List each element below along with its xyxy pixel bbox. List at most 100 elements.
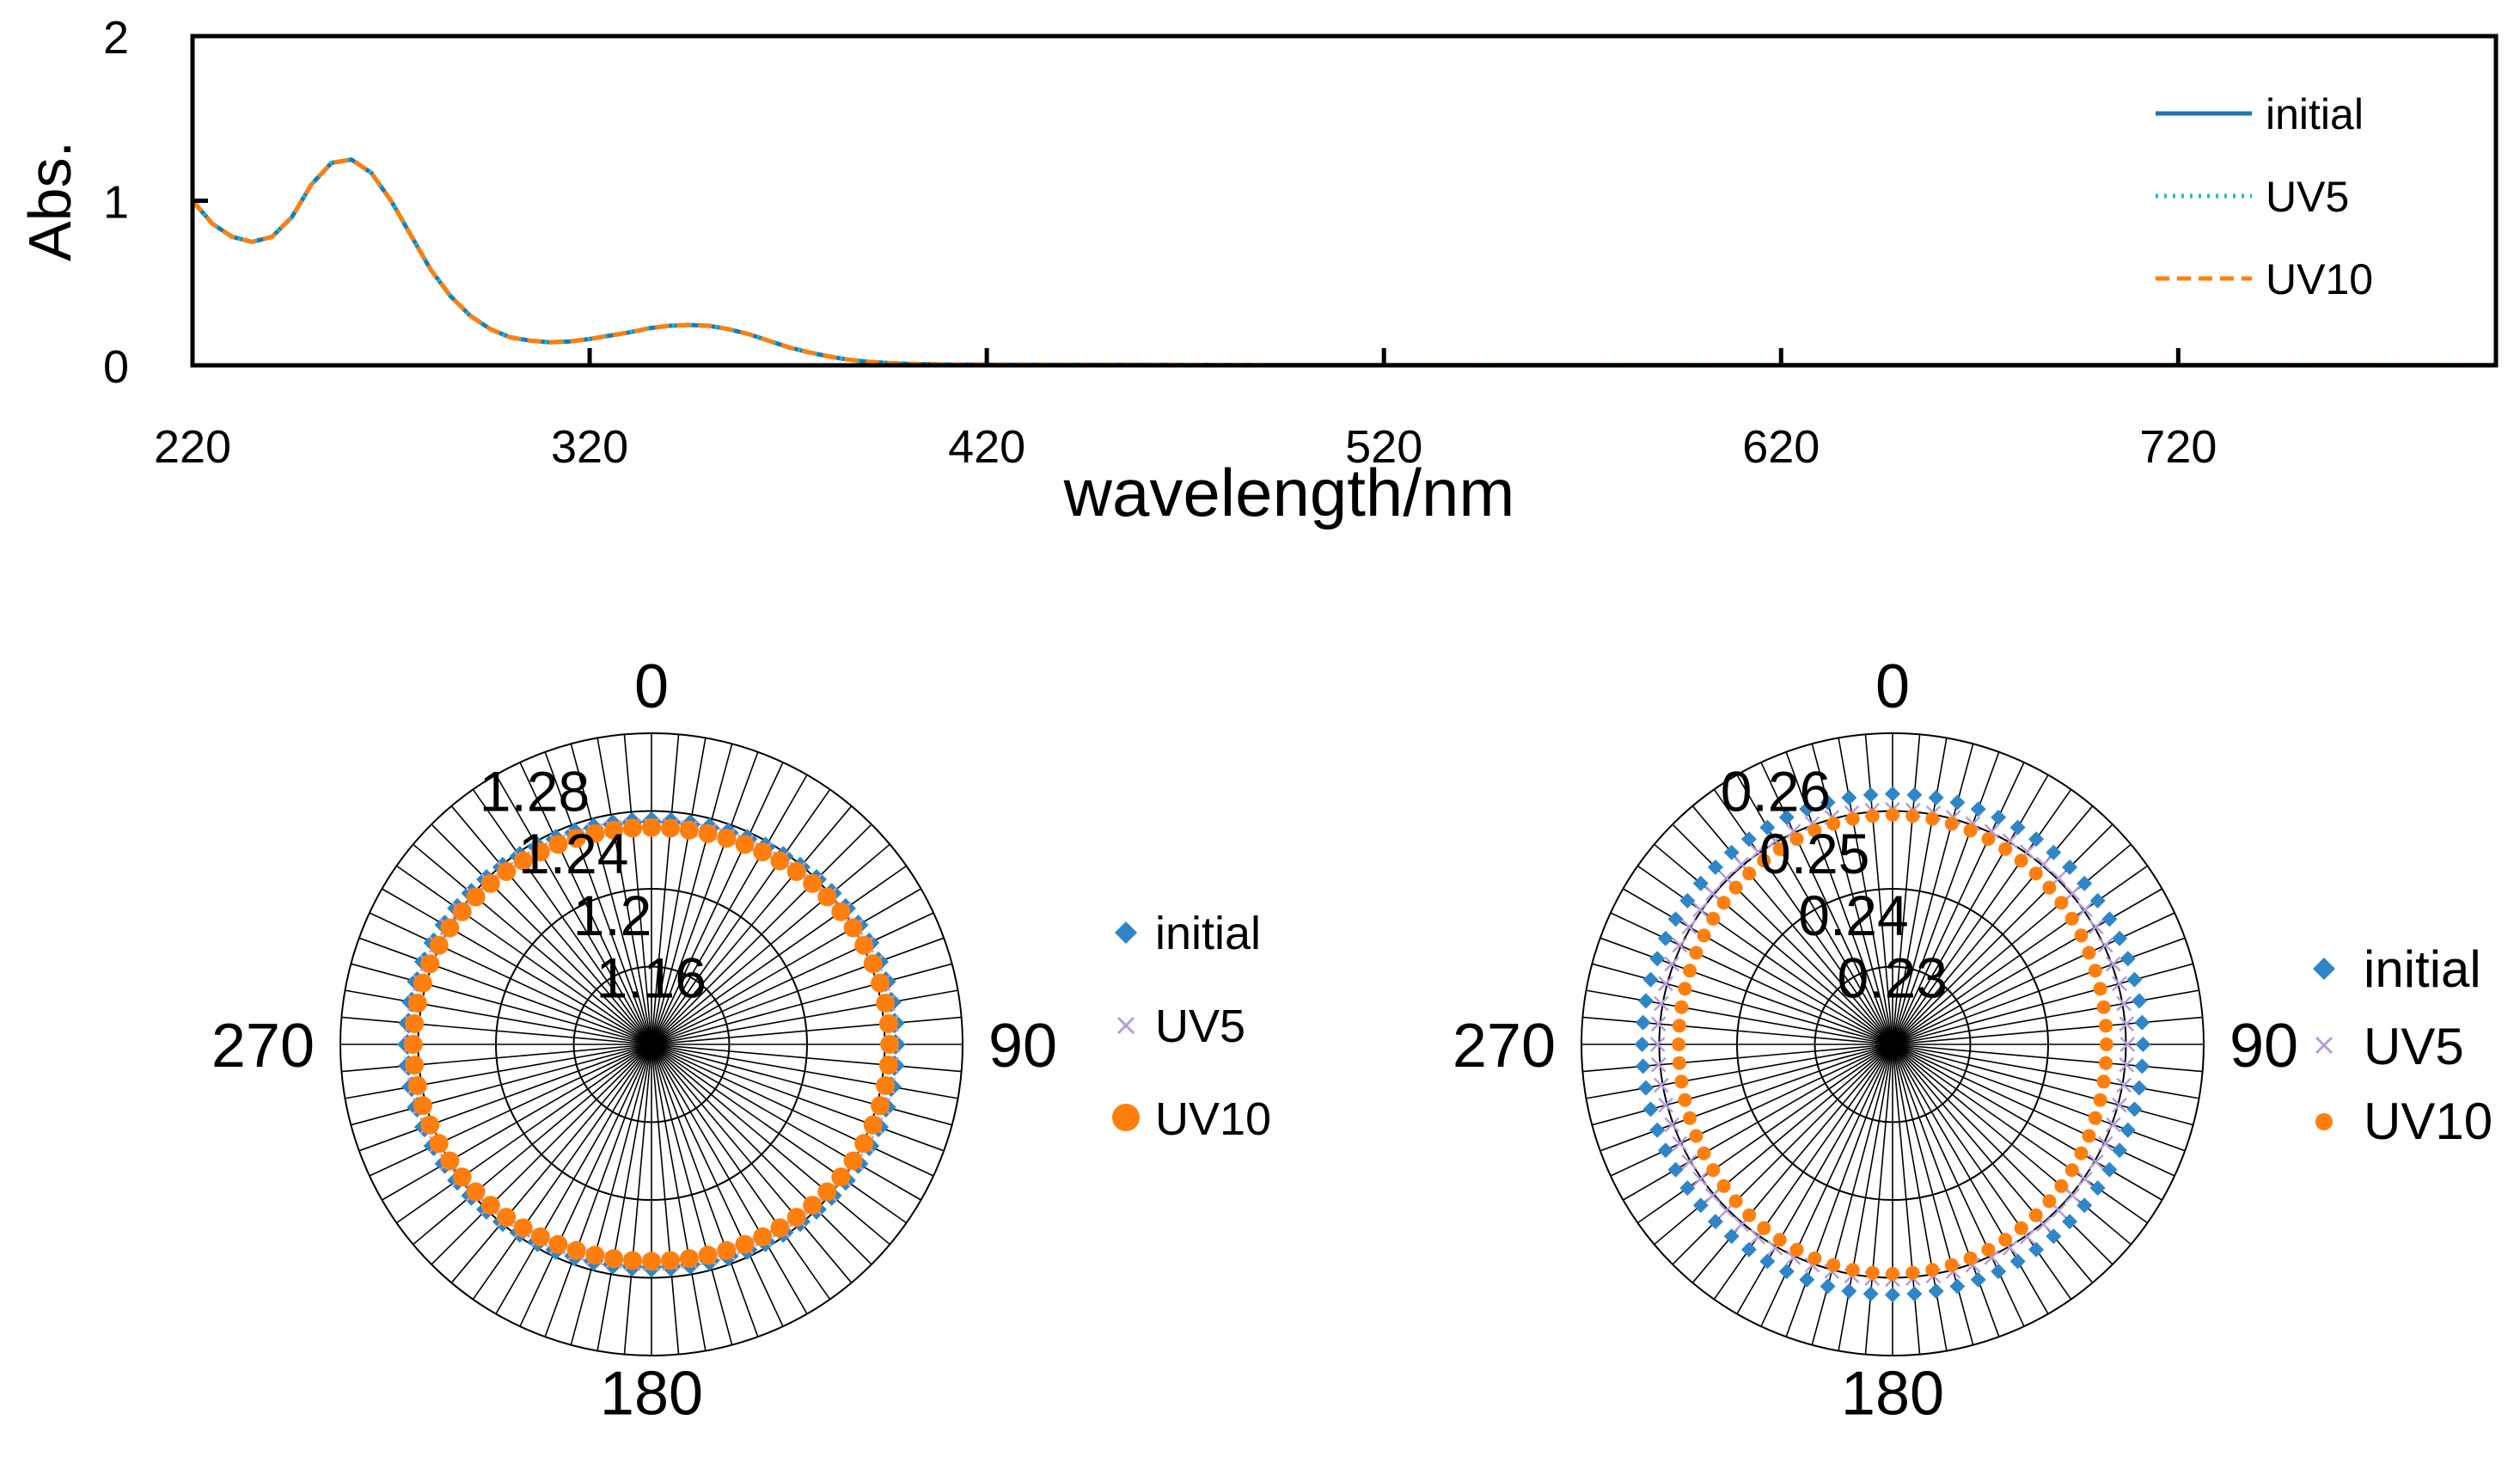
legend-marker-initial [1115, 921, 1137, 944]
point-initial [1862, 787, 1879, 803]
point-uv10 [1865, 809, 1880, 823]
point-uv10 [1672, 1056, 1686, 1070]
point-uv10 [480, 873, 500, 893]
point-initial [1638, 993, 1654, 1009]
point-uv10 [420, 954, 440, 974]
point-initial [2132, 1080, 2147, 1096]
point-uv5 [1653, 995, 1669, 1012]
point-uv10 [420, 1115, 440, 1135]
point-uv5 [1704, 1187, 1721, 1203]
point-uv10 [452, 1167, 472, 1187]
point-uv10 [1683, 964, 1697, 978]
point-initial [1634, 1037, 1650, 1052]
point-uv10 [413, 1096, 432, 1116]
point-initial [1970, 801, 1986, 817]
legend-label-uv10: UV10 [2364, 1093, 2492, 1150]
point-uv5 [2112, 976, 2127, 992]
point-uv10 [2096, 1074, 2111, 1089]
point-initial [2132, 993, 2147, 1009]
point-initial [2126, 1101, 2143, 1117]
point-uv10 [1886, 808, 1899, 822]
point-uv5 [1681, 1154, 1697, 1170]
point-initial [1991, 809, 2007, 825]
point-uv10 [831, 902, 851, 921]
point-uv10 [1674, 1074, 1689, 1089]
point-initial [1862, 1286, 1879, 1302]
point-uv5 [2119, 1016, 2135, 1032]
point-uv10 [878, 1056, 898, 1075]
angle-label-0: 0 [1875, 652, 1910, 721]
point-uv10 [1981, 832, 1996, 846]
legend-label-initial: initial [2266, 90, 2364, 138]
polar-2-labels: 0.230.240.250.26 0 90 180 270 [1453, 652, 2298, 1428]
point-uv5 [2064, 1187, 2081, 1203]
x-axis-label: wavelength/nm [1063, 455, 1515, 530]
legend-label-uv5: UV5 [1155, 1001, 1245, 1052]
point-initial [1759, 1253, 1776, 1270]
point-uv10 [1826, 1258, 1841, 1272]
legend-marker-uv5 [2315, 1036, 2333, 1055]
point-uv10 [466, 887, 486, 907]
point-uv10 [1706, 1163, 1721, 1178]
point-uv5 [2112, 1097, 2127, 1113]
point-uv10 [497, 861, 517, 881]
point-uv5 [1681, 919, 1697, 935]
point-uv10 [585, 823, 605, 843]
point-uv5 [2119, 1056, 2135, 1073]
point-uv5 [2088, 919, 2104, 935]
point-uv10 [2028, 866, 2043, 881]
angle-label-270: 270 [211, 1012, 315, 1080]
point-uv10 [548, 835, 568, 854]
point-initial [2101, 1161, 2118, 1178]
point-uv10 [585, 1246, 605, 1265]
point-uv10 [2042, 1194, 2057, 1209]
angle-label-270: 270 [1453, 1012, 1556, 1080]
legend-marker-uv10 [1112, 1104, 1140, 1131]
point-uv5 [2097, 937, 2113, 953]
point-uv10 [2054, 1178, 2069, 1193]
point-initial [1885, 786, 1900, 802]
point-uv10 [2064, 911, 2079, 926]
angle-label-90: 90 [988, 1012, 1057, 1080]
x-tick-label: 720 [2139, 421, 2217, 473]
point-uv10 [452, 902, 472, 921]
point-uv10 [817, 1182, 837, 1202]
point-uv10 [1807, 823, 1822, 838]
point-uv10 [440, 1151, 460, 1171]
polar-ring [1736, 888, 2049, 1201]
legend-marker-uv5 [1116, 1016, 1135, 1035]
point-initial [2009, 1253, 2026, 1270]
point-uv10 [1925, 811, 1940, 826]
point-uv10 [403, 1035, 423, 1054]
point-initial [2112, 930, 2128, 946]
point-uv10 [405, 1056, 425, 1075]
point-uv10 [786, 1208, 806, 1227]
point-uv10 [2082, 946, 2096, 960]
point-uv10 [1697, 1146, 1711, 1160]
point-uv10 [770, 851, 790, 871]
point-uv10 [566, 1240, 586, 1260]
point-uv10 [2074, 928, 2089, 943]
point-uv10 [429, 935, 449, 955]
point-initial [1759, 819, 1776, 836]
x-tick-label: 320 [551, 421, 628, 473]
point-uv10 [661, 1251, 680, 1270]
series-line-uv5 [191, 156, 2496, 368]
point-uv10 [1674, 1000, 1689, 1014]
point-initial [1692, 1197, 1709, 1214]
point-initial [1667, 1161, 1684, 1178]
point-uv10 [876, 994, 896, 1013]
absorbance-tick-group: 220 320 420 520 620 720 0 1 2 [103, 12, 2217, 473]
point-initial [1679, 1180, 1696, 1197]
point-initial [1841, 790, 1857, 805]
point-initial [2112, 1142, 2128, 1159]
point-initial [1799, 1271, 1815, 1288]
point-uv10 [513, 1218, 533, 1238]
point-uv5 [2097, 1136, 2113, 1152]
radial-tick-label: 0.25 [1759, 822, 1869, 885]
point-uv10 [466, 1182, 486, 1202]
point-initial [1778, 809, 1795, 825]
angle-label-90: 90 [2229, 1012, 2298, 1080]
point-uv5 [1649, 1037, 1666, 1052]
point-initial [2062, 859, 2078, 875]
